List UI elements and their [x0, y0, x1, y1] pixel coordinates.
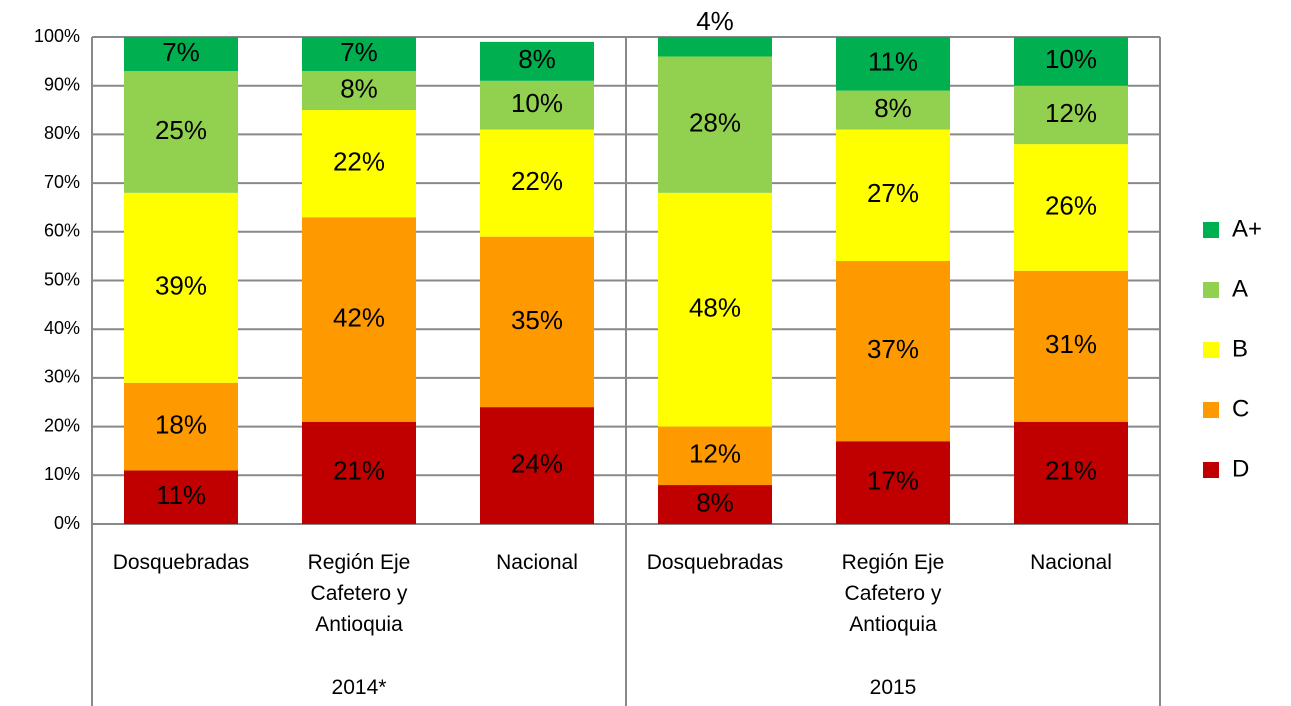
bar-segment — [658, 56, 772, 193]
legend-label: D — [1232, 455, 1249, 482]
x-tick-label: Nacional — [1030, 551, 1112, 574]
data-label: 11% — [868, 47, 918, 77]
bar-segment — [658, 37, 772, 57]
y-tick-label: 90% — [44, 74, 80, 94]
legend-label: C — [1232, 395, 1249, 422]
y-tick-label: 40% — [44, 318, 80, 338]
bar-segment — [1014, 85, 1128, 145]
bar-segment — [124, 382, 238, 471]
bar-segment — [1014, 270, 1128, 422]
data-label: 37% — [867, 334, 919, 364]
data-label: 17% — [867, 465, 919, 495]
data-label: 22% — [511, 166, 563, 196]
legend-swatch — [1203, 282, 1219, 298]
data-label: 31% — [1045, 329, 1097, 359]
data-label: 39% — [155, 271, 207, 301]
bar-segment — [302, 110, 416, 218]
data-label: 26% — [1045, 190, 1097, 220]
legend-swatch — [1203, 462, 1219, 478]
bar-segment — [302, 217, 416, 422]
bar-segment — [836, 37, 950, 91]
bar-segment — [302, 37, 416, 72]
bar-segment — [302, 421, 416, 524]
x-tick-label: Región Eje Cafetero y Antioquia — [841, 551, 945, 636]
data-label: 10% — [1045, 44, 1097, 74]
data-label: 12% — [1045, 98, 1097, 128]
data-label: 10% — [511, 88, 563, 118]
data-label: 18% — [155, 409, 207, 439]
bar-segment — [658, 192, 772, 427]
data-label: 8% — [874, 93, 912, 123]
y-tick-label: 30% — [44, 367, 80, 387]
legend-label: B — [1232, 335, 1248, 362]
bar-segment — [836, 441, 950, 524]
group-label: 2014* — [331, 676, 387, 699]
y-tick-label: 10% — [44, 464, 80, 484]
data-label: 22% — [333, 146, 385, 176]
legend-label: A+ — [1232, 215, 1262, 242]
bar-segment — [836, 261, 950, 442]
x-tick-label: Nacional — [496, 551, 578, 574]
data-label: 7% — [340, 37, 378, 67]
y-tick-label: 60% — [44, 221, 80, 241]
x-tick-label: Dosquebradas — [646, 551, 784, 574]
data-label: 24% — [511, 448, 563, 478]
bar-segment — [658, 485, 772, 524]
data-label: 4% — [696, 6, 734, 36]
data-label: 42% — [333, 302, 385, 332]
bar-segment — [1014, 144, 1128, 271]
bar-segment — [480, 80, 594, 130]
y-tick-label: 70% — [44, 172, 80, 192]
data-label: 21% — [333, 456, 385, 486]
y-tick-label: 0% — [54, 513, 80, 533]
bar-segment — [480, 41, 594, 81]
y-tick-label: 20% — [44, 415, 80, 435]
bar-segment — [1014, 421, 1128, 524]
bar-segment — [480, 407, 594, 524]
bar-segment — [480, 129, 594, 237]
data-label: 25% — [155, 115, 207, 145]
data-label: 7% — [162, 37, 200, 67]
y-tick-label: 50% — [44, 269, 80, 289]
data-label: 48% — [689, 293, 741, 323]
bar-segment — [124, 37, 238, 72]
bar-segment — [124, 192, 238, 383]
x-tick-label: Región Eje Cafetero y Antioquia — [307, 551, 411, 636]
legend-label: A — [1232, 275, 1248, 302]
data-label: 21% — [1045, 456, 1097, 486]
x-tick-label: Dosquebradas — [112, 551, 250, 574]
group-label: 2015 — [869, 676, 917, 699]
data-label: 8% — [696, 487, 734, 517]
bar-segment — [302, 71, 416, 111]
y-tick-label: 80% — [44, 123, 80, 143]
bar-segment — [658, 426, 772, 486]
bar-segment — [124, 71, 238, 193]
bar-segment — [836, 90, 950, 130]
bar-segment — [480, 236, 594, 408]
data-label: 12% — [689, 439, 741, 469]
data-label: 28% — [689, 108, 741, 138]
data-label: 11% — [156, 480, 206, 510]
legend-swatch — [1203, 342, 1219, 358]
data-label: 8% — [518, 44, 556, 74]
legend-swatch — [1203, 222, 1219, 238]
bar-segment — [124, 470, 238, 524]
bar-segment — [836, 129, 950, 262]
legend-swatch — [1203, 402, 1219, 418]
data-label: 8% — [340, 73, 378, 103]
data-label: 35% — [511, 305, 563, 335]
data-label: 27% — [867, 178, 919, 208]
y-tick-label: 100% — [34, 26, 80, 46]
bar-segment — [1014, 37, 1128, 86]
